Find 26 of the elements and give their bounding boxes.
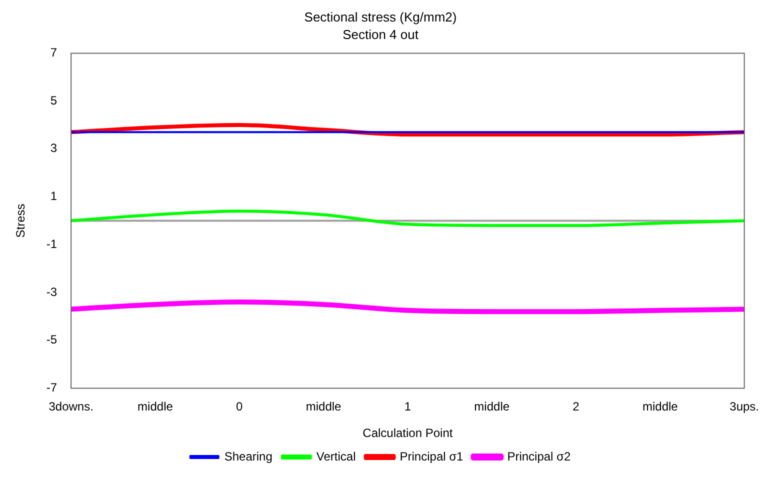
- x-axis-title: Calculation Point: [362, 426, 454, 440]
- x-tick-label: 3downs.: [48, 400, 94, 414]
- x-tick-label: 3ups.: [730, 400, 759, 414]
- x-tick-label: 1: [404, 400, 412, 414]
- legend-label: Principal σ2: [507, 449, 571, 464]
- y-tick-label: -5: [46, 332, 58, 347]
- chart-title: Sectional stress (Kg/mm2): [304, 9, 457, 24]
- line-series: [70, 210, 746, 227]
- y-tick-label: 5: [50, 93, 58, 108]
- x-tick-label: 0: [236, 400, 244, 414]
- y-tick-label: 1: [50, 189, 58, 204]
- y-tick-label: 3: [50, 141, 58, 156]
- x-tick-label: middle: [138, 400, 174, 414]
- y-axis-title: Stress: [14, 204, 28, 238]
- x-tick-label: middle: [474, 400, 510, 414]
- x-tick-label: 2: [572, 400, 580, 414]
- y-tick-label: -1: [46, 236, 58, 251]
- x-tick-label: middle: [642, 400, 678, 414]
- x-tick-label: middle: [306, 400, 342, 414]
- y-tick-label: 7: [50, 46, 58, 60]
- y-tick-label: -7: [46, 380, 58, 395]
- legend-label: Principal σ1: [400, 449, 464, 464]
- legend-label: Shearing: [224, 449, 272, 464]
- chart-subtitle: Section 4 out: [342, 26, 419, 42]
- y-tick-label: -3: [46, 284, 58, 299]
- legend-label: Vertical: [316, 449, 356, 464]
